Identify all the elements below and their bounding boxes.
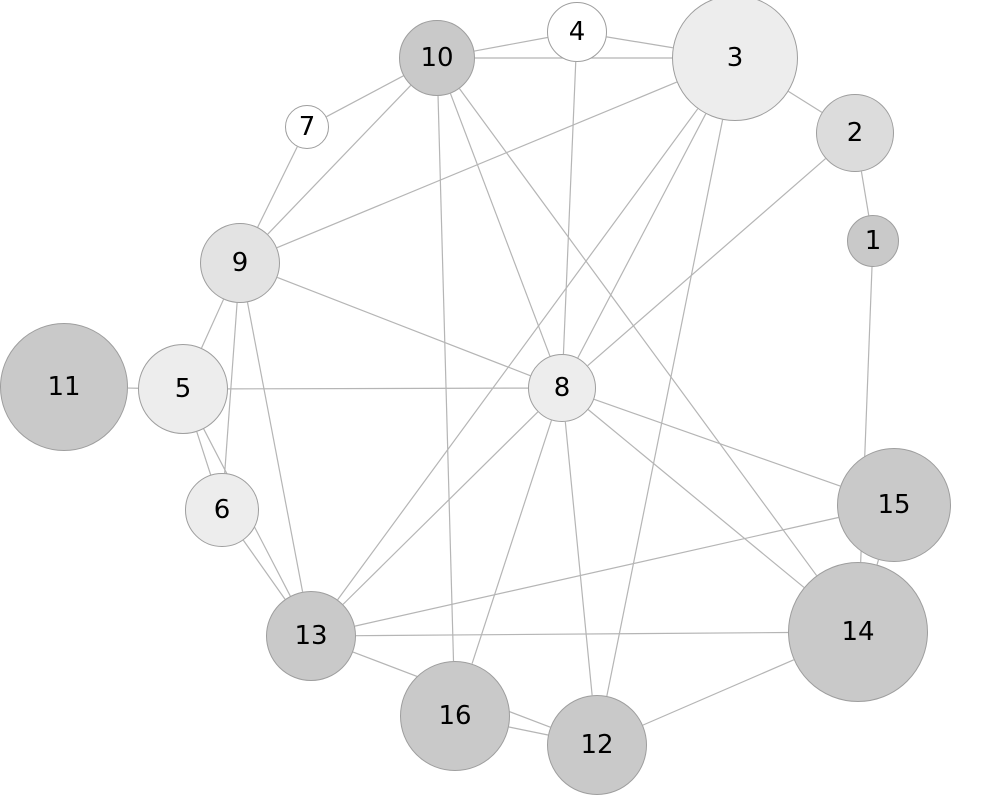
edge <box>474 37 547 51</box>
edge <box>202 299 224 348</box>
edge <box>326 76 403 117</box>
edge <box>438 96 453 661</box>
graph-node <box>547 695 647 795</box>
graph-node <box>399 20 475 96</box>
graph-node <box>138 344 228 434</box>
graph-node <box>400 661 510 771</box>
graph-node <box>266 591 356 681</box>
edge <box>565 422 592 695</box>
edge <box>578 114 706 358</box>
edge <box>861 171 868 215</box>
edge <box>355 518 838 627</box>
edge <box>459 89 816 576</box>
graph-node <box>788 562 928 702</box>
edge <box>788 91 822 112</box>
edge <box>594 399 840 486</box>
edge <box>563 62 575 354</box>
edge <box>643 660 794 725</box>
edge <box>258 147 298 227</box>
edge <box>228 388 528 389</box>
edge <box>268 85 411 234</box>
graph-node <box>0 323 128 451</box>
edge <box>588 410 804 588</box>
graph-node <box>528 354 596 422</box>
edge <box>450 94 550 357</box>
edge <box>343 412 538 604</box>
graph-node <box>285 105 329 149</box>
edge <box>277 277 530 375</box>
graph-node <box>847 215 899 267</box>
graph-canvas: 12345678910111213141516 <box>0 0 1000 809</box>
graph-node <box>185 473 259 547</box>
edge <box>243 540 285 599</box>
graph-node <box>816 94 894 172</box>
edge <box>247 302 302 591</box>
edge <box>607 120 723 696</box>
graph-node <box>200 223 280 303</box>
edge <box>607 37 673 48</box>
graph-node <box>547 2 607 62</box>
graph-node <box>672 0 798 121</box>
graph-node <box>837 448 951 562</box>
edge <box>356 633 788 636</box>
edge <box>472 420 551 663</box>
edge <box>338 109 698 600</box>
edge <box>588 159 826 366</box>
edge <box>509 727 548 735</box>
